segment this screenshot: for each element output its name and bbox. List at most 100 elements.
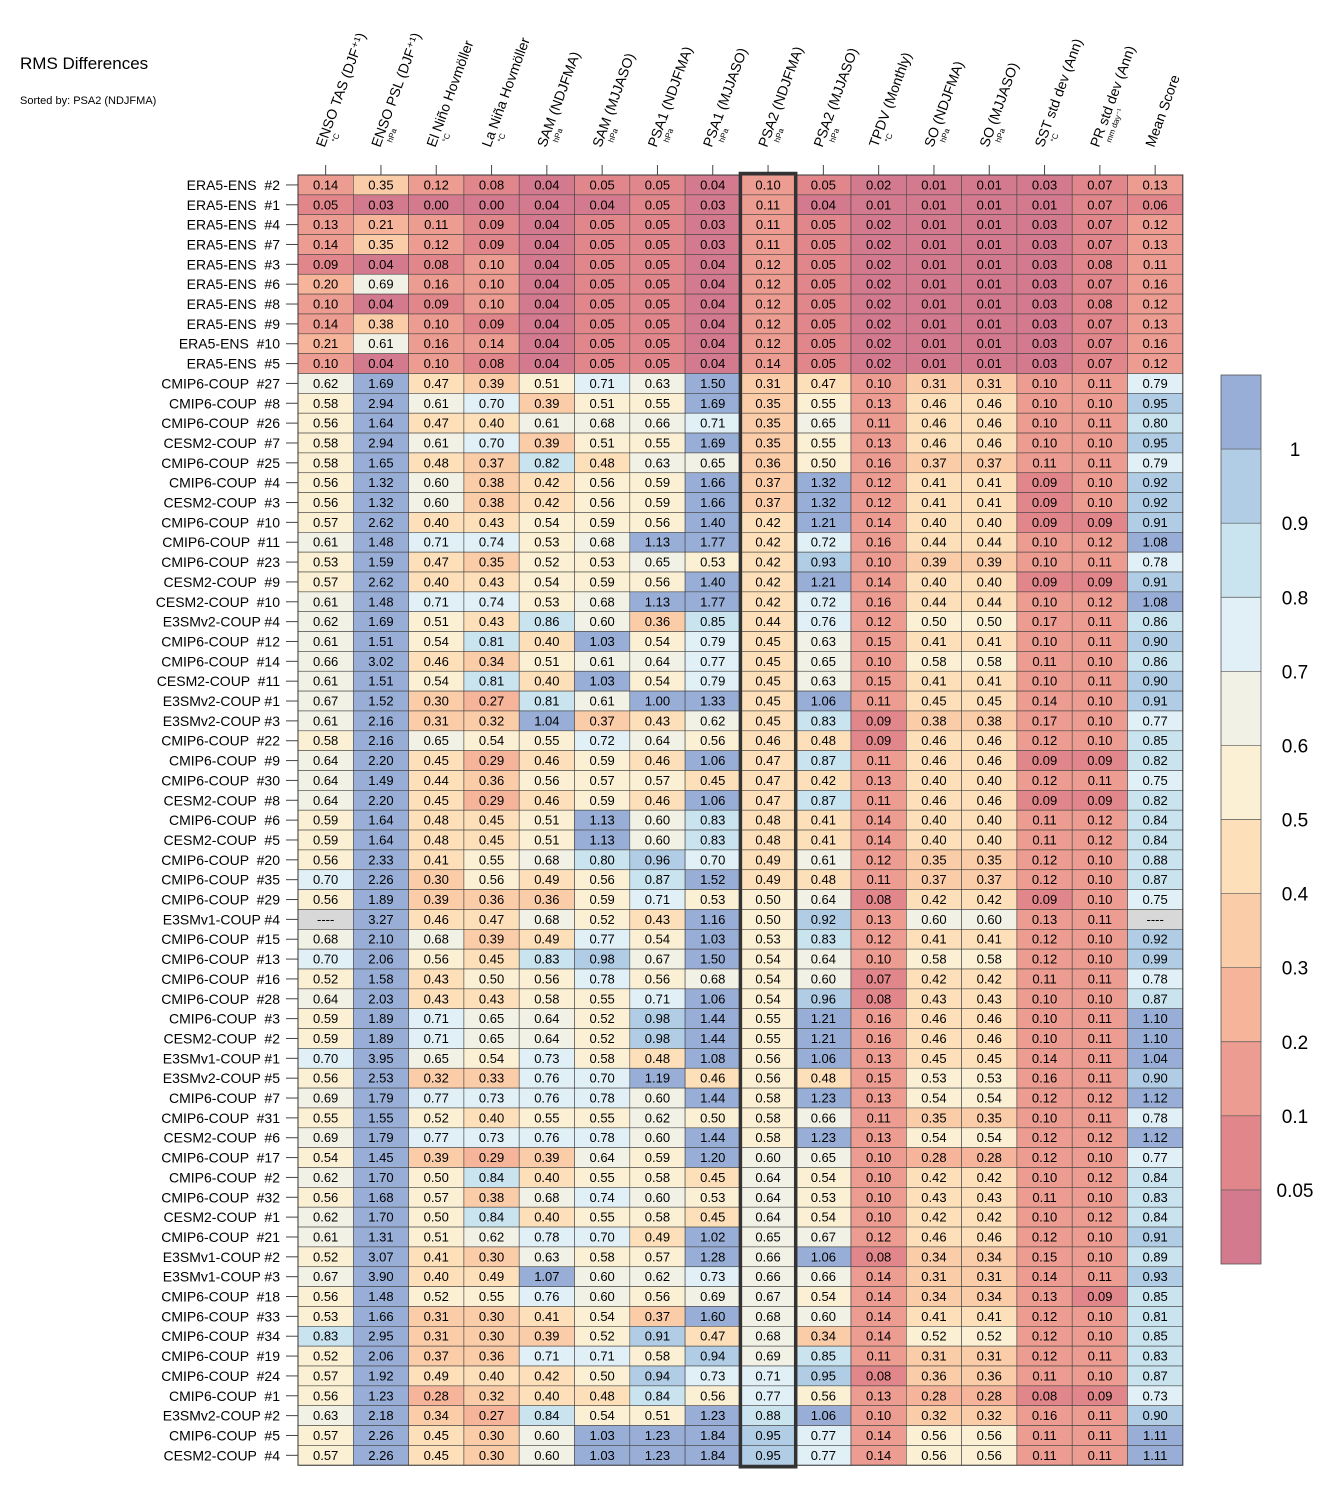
cell-value: 0.67 — [755, 1289, 780, 1304]
cell-value: 0.56 — [645, 1289, 670, 1304]
cell-value: 0.60 — [589, 614, 614, 629]
cell-value: 0.74 — [589, 1190, 614, 1205]
cell-value: 0.77 — [424, 1130, 449, 1145]
row-label: CMIP6-COUP #10 — [161, 514, 280, 530]
cell-value: 0.16 — [866, 1011, 891, 1026]
row-label: CMIP6-COUP #24 — [161, 1368, 280, 1384]
column-label: Mean Score — [1142, 72, 1183, 149]
cell-value: 0.05 — [589, 336, 614, 351]
cell-value: 0.83 — [700, 832, 725, 847]
cell-value: 0.01 — [977, 177, 1002, 192]
cell-value: 0.46 — [921, 793, 946, 808]
cell-value: 1.44 — [700, 1130, 725, 1145]
cell-value: 0.91 — [645, 1329, 670, 1344]
cell-value: 0.65 — [755, 1229, 780, 1244]
cell-value: 0.61 — [313, 594, 338, 609]
cell-value: 0.52 — [589, 1011, 614, 1026]
cell-value: 0.78 — [534, 1229, 559, 1244]
cell-value: 0.10 — [1087, 892, 1112, 907]
cell-value: 0.05 — [811, 336, 836, 351]
cell-value: 0.50 — [921, 614, 946, 629]
cell-value: 0.53 — [534, 535, 559, 550]
cell-value: 0.10 — [479, 277, 504, 292]
cell-value: 0.56 — [313, 1190, 338, 1205]
cell-value: 0.69 — [755, 1349, 780, 1364]
cell-value: 0.59 — [589, 892, 614, 907]
cell-value: 0.30 — [424, 694, 449, 709]
cell-value: 0.54 — [977, 1130, 1002, 1145]
cell-value: 0.96 — [645, 852, 670, 867]
cell-value: 1.89 — [368, 892, 393, 907]
cell-value: 0.04 — [700, 297, 725, 312]
cell-value: 1.69 — [700, 396, 725, 411]
cell-value: 0.10 — [1032, 1170, 1057, 1185]
cell-value: 0.10 — [1032, 1031, 1057, 1046]
cell-value: 0.05 — [645, 356, 670, 371]
cell-value: 1.03 — [589, 634, 614, 649]
cell-value: 0.57 — [424, 1190, 449, 1205]
cell-value: 0.58 — [645, 1170, 670, 1185]
cell-value: 0.01 — [866, 197, 891, 212]
cell-value: 0.27 — [479, 1408, 504, 1423]
cell-value: 0.01 — [921, 297, 946, 312]
cell-value: 0.05 — [589, 257, 614, 272]
cell-value: 0.07 — [1087, 316, 1112, 331]
cell-value: 0.13 — [866, 1130, 891, 1145]
cell-value: 0.12 — [1087, 1130, 1112, 1145]
cell-value: 0.38 — [977, 713, 1002, 728]
cell-value: 0.41 — [811, 813, 836, 828]
cell-value: 0.35 — [368, 237, 393, 252]
cell-value: 0.27 — [479, 694, 504, 709]
cell-value: 0.47 — [424, 416, 449, 431]
cell-value: 0.11 — [1032, 1368, 1056, 1383]
cell-value: 0.28 — [921, 1388, 946, 1403]
cell-value: 0.07 — [1087, 277, 1112, 292]
cell-value: 0.70 — [589, 1071, 614, 1086]
cell-value: 0.36 — [755, 455, 780, 470]
cell-value: 0.48 — [755, 813, 780, 828]
cell-value: 0.82 — [1142, 753, 1167, 768]
cell-value: 1.66 — [700, 475, 725, 490]
cell-value: 0.95 — [755, 1428, 780, 1443]
row-label: CESM2-COUP #11 — [157, 673, 280, 689]
cell-value: 0.51 — [534, 654, 559, 669]
cell-value: 2.62 — [368, 574, 393, 589]
cell-value: 1.08 — [1142, 535, 1167, 550]
cell-value: 0.03 — [1032, 297, 1057, 312]
cell-value: 0.56 — [313, 892, 338, 907]
cell-value: 0.38 — [479, 1190, 504, 1205]
cell-value: 0.10 — [479, 257, 504, 272]
cell-value: 0.83 — [1142, 1349, 1167, 1364]
cell-value: 0.39 — [424, 1150, 449, 1165]
cell-value: 0.71 — [645, 991, 670, 1006]
cell-value: 0.28 — [424, 1388, 449, 1403]
cell-value: 0.45 — [755, 713, 780, 728]
cell-value: 1.10 — [1142, 1011, 1167, 1026]
cell-value: 0.08 — [1087, 257, 1112, 272]
cell-value: 0.71 — [424, 1031, 449, 1046]
cell-value: 0.52 — [534, 555, 559, 570]
cell-value: 0.85 — [811, 1349, 836, 1364]
cell-value: 0.35 — [921, 1110, 946, 1125]
cell-value: 0.84 — [534, 1408, 559, 1423]
cell-value: 0.05 — [811, 356, 836, 371]
cell-value: 0.11 — [1088, 416, 1112, 431]
cell-value: 0.14 — [866, 832, 891, 847]
cell-value: 0.40 — [424, 515, 449, 530]
cell-value: 0.10 — [866, 1408, 891, 1423]
cell-value: 0.64 — [313, 773, 338, 788]
cell-value: 0.48 — [811, 872, 836, 887]
cell-value: 0.89 — [1142, 1249, 1167, 1264]
cell-value: 0.30 — [479, 1309, 504, 1324]
cell-value: 0.12 — [1087, 813, 1112, 828]
cell-value: 0.34 — [921, 1249, 946, 1264]
cell-value: 0.37 — [921, 455, 946, 470]
cell-value: 1.11 — [1143, 1428, 1167, 1443]
cell-value: 0.84 — [1142, 1210, 1167, 1225]
cell-value: 0.54 — [755, 952, 780, 967]
cell-value: 0.40 — [479, 416, 504, 431]
cell-value: 0.13 — [313, 217, 338, 232]
cell-value: 3.90 — [368, 1269, 393, 1284]
cell-value: 0.21 — [313, 336, 338, 351]
cell-value: 1.40 — [700, 515, 725, 530]
